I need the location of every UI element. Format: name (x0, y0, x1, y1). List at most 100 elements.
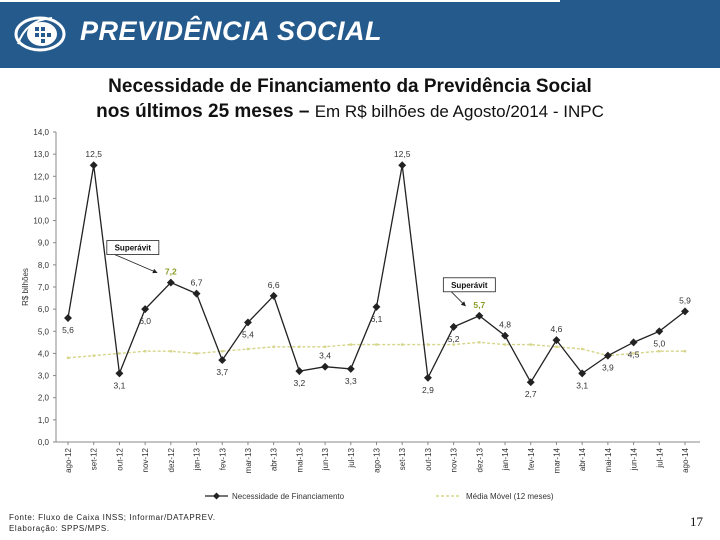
x-tick-label: mai-14 (604, 447, 613, 472)
financing-need-marker (603, 351, 612, 360)
data-label: 5,7 (473, 300, 485, 310)
data-label: 5,6 (62, 325, 74, 335)
moving-average-marker (169, 350, 173, 353)
financing-need-marker (192, 289, 201, 298)
financing-need-marker (295, 367, 304, 376)
x-tick-label: ago-14 (681, 447, 690, 472)
x-tick-label: jun-14 (630, 447, 639, 471)
y-tick-label: 9,0 (38, 239, 50, 248)
moving-average-marker (195, 352, 198, 355)
financing-need-marker (321, 362, 330, 371)
superavit-box (106, 240, 160, 255)
x-tick-label: jan-13 (193, 447, 202, 471)
y-tick-label: 8,0 (38, 261, 50, 270)
moving-average-marker (426, 343, 430, 346)
superavit-label: Superávit (451, 281, 488, 290)
y-tick-label: 0,0 (38, 438, 50, 447)
moving-average-marker (478, 341, 481, 344)
credits-line: Elaboração: SPPS/MPS. (9, 524, 110, 533)
x-tick-label: dez-13 (475, 447, 484, 472)
annotations: Superávit Superávit (106, 240, 496, 307)
data-label: 2,9 (422, 385, 434, 395)
data-label: 5,0 (653, 338, 665, 348)
y-tick-label: 11,0 (34, 194, 50, 203)
moving-average-marker (246, 347, 250, 351)
y-tick-label: 3,0 (38, 372, 50, 381)
brand-title: PREVIDÊNCIA SOCIAL (80, 16, 383, 46)
data-label: 6,7 (191, 278, 203, 288)
data-label: 3,9 (602, 363, 614, 373)
financing-need-marker (655, 327, 664, 336)
y-tick-label: 13,0 (33, 150, 49, 159)
slide-title-line2: nos últimos 25 meses – Em R$ bilhões de … (0, 99, 700, 124)
financing-need-marker (115, 369, 124, 378)
y-tick-label: 4,0 (38, 349, 50, 358)
data-label: 12,5 (85, 149, 102, 159)
x-tick-label: ago-12 (64, 447, 73, 472)
x-tick-label: fev-14 (527, 447, 536, 470)
data-label: 3,2 (293, 378, 305, 388)
header-top-strip (0, 0, 560, 2)
x-tick-label: abr-13 (270, 447, 279, 471)
financing-need-marker (372, 302, 381, 311)
moving-average-marker (118, 352, 121, 355)
y-tick-label: 12,0 (33, 172, 49, 181)
data-label: 4,8 (499, 320, 511, 330)
legend-financing-label: Necessidade de Financiamento (232, 492, 345, 501)
financing-need-marker (141, 305, 150, 314)
data-label: 5,9 (679, 295, 691, 305)
previdencia-logo-icon (14, 16, 66, 52)
series-layer (64, 161, 689, 387)
x-tick-label: ago-13 (373, 447, 382, 472)
moving-average-marker (580, 347, 584, 351)
y-tick-label: 6,0 (38, 305, 50, 314)
data-label: 4,6 (551, 324, 563, 334)
y-axis-title: R$ bilhões (21, 268, 30, 306)
moving-average-marker (529, 343, 532, 346)
header-banner: PREVIDÊNCIA SOCIAL (0, 0, 720, 68)
slide-title-line2-bold: nos últimos 25 meses – (96, 101, 315, 122)
data-label: 3,1 (576, 380, 588, 390)
slide-title: Necessidade de Financiamento da Previdên… (0, 74, 700, 124)
x-tick-label: jan-14 (501, 447, 510, 471)
data-label: 7,2 (165, 267, 177, 277)
x-tick-label: out-13 (424, 447, 433, 470)
financing-chart: 0,0 1,0 2,0 3,0 4,0 5,0 6,0 7,0 8,0 9,0 10,0 11,0 12… (21, 128, 700, 501)
x-tick-label: mai-13 (295, 447, 304, 472)
x-tick-label: abr-14 (578, 447, 587, 471)
financing-need-marker (89, 161, 98, 170)
moving-average-marker (683, 350, 687, 353)
moving-average-marker (555, 345, 558, 348)
x-tick-label: fev-13 (218, 447, 227, 470)
data-label: 3,4 (319, 351, 331, 361)
financing-need-marker (346, 364, 355, 373)
data-label: 6,1 (371, 314, 383, 324)
y-tick-label: 10,0 (33, 217, 49, 226)
x-tick-label: jul-14 (655, 447, 664, 468)
x-axis: ago-12 set-12 out-12 nov-12 dez-12 jan-13 fev-… (56, 441, 700, 473)
data-label: 3,3 (345, 376, 357, 386)
superavit-arrow (451, 291, 466, 307)
financing-need-marker (449, 322, 458, 331)
x-tick-label: nov-12 (141, 447, 150, 472)
moving-average-marker (323, 345, 327, 348)
moving-average-marker (375, 343, 378, 346)
moving-average-marker (503, 343, 507, 346)
financing-need-marker (64, 314, 72, 322)
financing-need-marker (526, 378, 535, 387)
financing-need-marker (501, 331, 510, 340)
superavit-box (442, 277, 496, 293)
moving-average-marker (401, 343, 404, 346)
source-line: Fonte: Fluxo de Caixa INSS; Informar/DAT… (9, 513, 216, 522)
x-tick-label: dez-12 (167, 447, 176, 472)
y-tick-label: 7,0 (38, 283, 50, 292)
financing-need-marker (398, 161, 407, 170)
moving-average-marker (298, 345, 301, 348)
superavit-label: Superávit (115, 244, 152, 253)
y-tick-label: 14,0 (33, 128, 49, 137)
moving-average-marker (66, 356, 70, 360)
financing-need-marker (423, 373, 432, 382)
superavit-arrow (114, 254, 158, 274)
page-number: 17 (690, 514, 703, 529)
source-note: Fonte: Fluxo de Caixa INSS; Informar/DAT… (9, 512, 216, 534)
